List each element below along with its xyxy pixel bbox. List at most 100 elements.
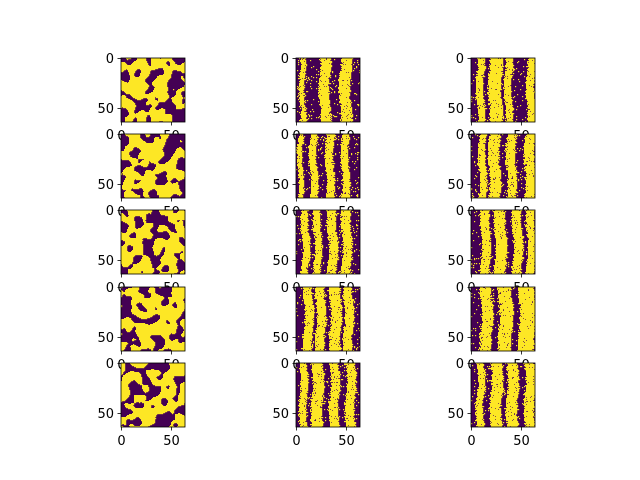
heatmap-cell-run	[511, 267, 514, 269]
heatmap-cell-run	[487, 366, 489, 368]
heatmap-cell-run	[299, 192, 305, 194]
heatmap-cell-run	[321, 406, 323, 408]
heatmap-cell-run	[508, 344, 512, 346]
heatmap-cell-run	[300, 72, 304, 74]
heatmap-cell-run	[330, 421, 339, 423]
heatmap-cell-run	[121, 65, 150, 67]
heatmap-cell-run	[313, 262, 322, 264]
heatmap-cell-run	[157, 193, 183, 195]
heatmap-cell-run	[481, 212, 490, 214]
heatmap-cell-run	[338, 87, 351, 89]
heatmap-cell-run	[164, 338, 170, 340]
heatmap-cell-run	[507, 62, 513, 64]
heatmap-cell-run	[328, 332, 330, 334]
heatmap-cell-run	[479, 336, 488, 338]
heatmap-cell-run	[489, 252, 492, 254]
heatmap-cell-run	[471, 101, 473, 103]
heatmap-cell-run	[303, 343, 312, 345]
heatmap-cell-run	[512, 269, 515, 271]
heatmap-cell-run	[305, 221, 309, 223]
heatmap-cell-run	[130, 419, 134, 421]
heatmap-cell-run	[342, 365, 344, 367]
heatmap-cell-run	[153, 323, 168, 325]
heatmap-cell-run	[519, 318, 524, 320]
heatmap-cell-run	[471, 115, 473, 117]
heatmap-cell-run	[480, 257, 482, 259]
heatmap-cell-run	[512, 214, 521, 216]
heatmap-cell-run	[490, 172, 502, 174]
heatmap-cell-run	[508, 141, 510, 143]
heatmap-cell-run	[506, 115, 514, 117]
heatmap-cell-run	[296, 349, 298, 351]
heatmap-cell-run	[320, 63, 330, 65]
heatmap-cell-run	[174, 153, 186, 155]
heatmap-cell-run	[479, 263, 481, 265]
y-tick-label: 0	[106, 357, 114, 372]
heatmap-cell-run	[352, 270, 354, 272]
heatmap-cell-run	[313, 230, 321, 232]
heatmap-cell-run	[517, 220, 521, 222]
heatmap-cell-run	[151, 118, 173, 120]
heatmap-cell-run	[136, 117, 147, 119]
heatmap-cell-run	[489, 60, 504, 62]
heatmap-cell-run	[478, 75, 482, 77]
heatmap-cell-run	[310, 419, 316, 421]
heatmap-cell-run	[332, 81, 334, 83]
heatmap-cell-run	[300, 417, 307, 419]
heatmap-cell-run	[317, 324, 324, 326]
heatmap-cell-run	[121, 217, 135, 219]
heatmap-cell-run	[505, 175, 507, 177]
heatmap-cell-run	[507, 370, 509, 372]
heatmap-cell-run	[345, 342, 353, 344]
heatmap-cell-run	[356, 115, 358, 117]
heatmap-cell-run	[528, 65, 536, 67]
heatmap-cell-run	[345, 407, 355, 409]
heatmap-cell-run	[473, 302, 475, 304]
heatmap-cell-run	[326, 153, 333, 155]
heatmap-cell-run	[521, 331, 536, 333]
heatmap-cell-run	[318, 323, 327, 325]
heatmap-cell-run	[533, 60, 536, 62]
heatmap-cell-run	[123, 266, 129, 268]
heatmap-cell-run	[492, 379, 498, 381]
heatmap-cell-run	[526, 77, 535, 79]
heatmap-cell-run	[487, 158, 500, 160]
heatmap-cell-run	[147, 238, 152, 240]
heatmap-cell-run	[305, 61, 307, 63]
heatmap-cell-run	[345, 112, 351, 114]
heatmap-cell-run	[513, 73, 515, 75]
heatmap-cell-run	[483, 337, 487, 339]
heatmap-cell-run	[121, 155, 131, 157]
heatmap-cell-run	[328, 244, 339, 246]
heatmap-cell-run	[504, 325, 514, 327]
heatmap-cell-run	[526, 172, 536, 174]
heatmap-cell-run	[475, 118, 477, 120]
heatmap-cell-run	[343, 336, 352, 338]
heatmap-cell-run	[132, 307, 139, 309]
heatmap-cell-run	[317, 299, 325, 301]
heatmap-cell-run	[320, 101, 331, 103]
heatmap-cell-run	[494, 145, 501, 147]
heatmap-cell-run	[313, 382, 315, 384]
heatmap-cell-run	[526, 230, 528, 232]
heatmap-cell-run	[352, 370, 356, 372]
heatmap-cell-run	[341, 108, 347, 110]
heatmap-cell-run	[327, 409, 329, 411]
heatmap-cell-run	[482, 327, 488, 329]
heatmap-cell-run	[345, 406, 355, 408]
heatmap-cell-run	[351, 303, 354, 305]
heatmap-cell-run	[302, 105, 306, 107]
heatmap-cell-run	[345, 306, 355, 308]
heatmap-cell-run	[480, 295, 491, 297]
heatmap-cell-run	[476, 98, 484, 100]
heatmap-cell-run	[320, 118, 332, 120]
heatmap-cell-run	[121, 363, 126, 365]
heatmap-cell-run	[332, 309, 339, 311]
heatmap-cell-run	[525, 195, 536, 197]
heatmap-cell-run	[125, 374, 142, 376]
heatmap-cell-run	[480, 217, 490, 219]
heatmap-cell-run	[356, 183, 358, 185]
heatmap-cell-run	[326, 116, 332, 118]
heatmap-cell-run	[514, 90, 516, 92]
heatmap-cell-run	[507, 68, 515, 70]
